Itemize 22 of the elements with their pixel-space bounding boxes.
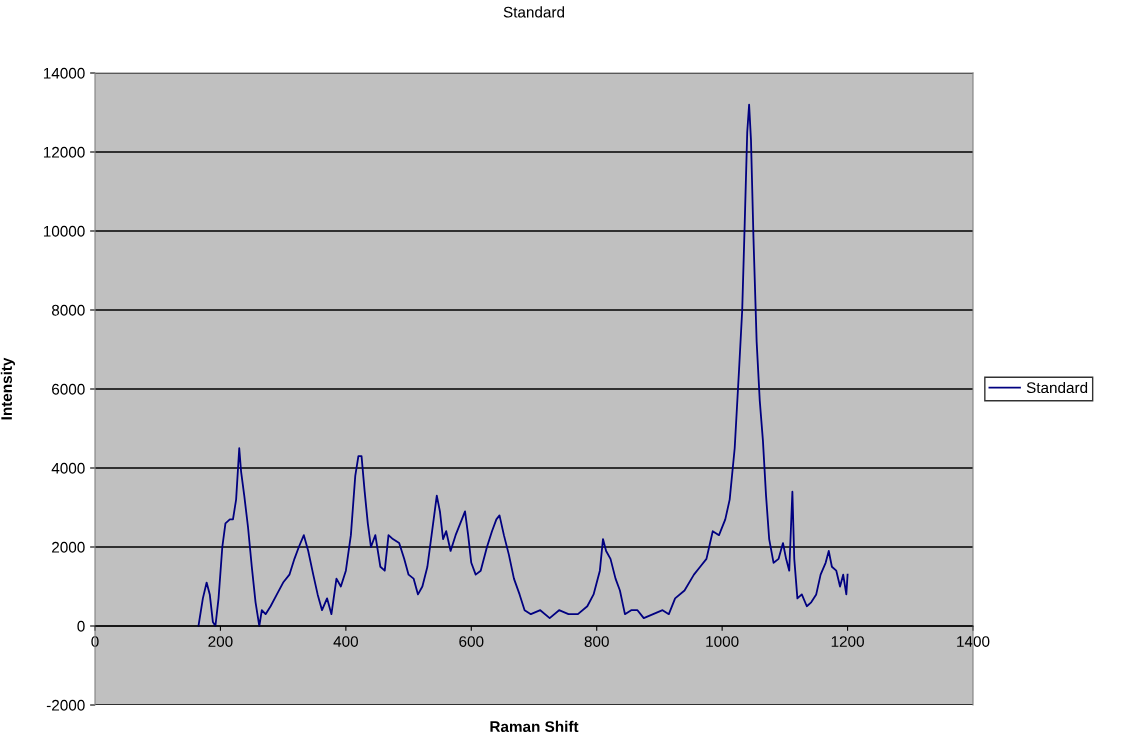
x-tick-label: 1000	[706, 636, 739, 647]
y-tick-label: 14000	[43, 67, 85, 79]
y-tick-label: -2000	[46, 699, 85, 711]
x-axis-title: Raman Shift	[490, 720, 579, 733]
y-axis-title: Intensity	[0, 357, 16, 420]
y-tick-label: 2000	[52, 541, 85, 553]
x-tick-label: 600	[459, 636, 484, 647]
y-tick-label: 0	[77, 620, 85, 632]
y-tick-label: 12000	[43, 146, 85, 158]
x-tick-label: 400	[333, 636, 359, 647]
x-tick-label: 0	[91, 636, 99, 647]
y-tick-label: 8000	[51, 304, 85, 316]
legend-label: Standard	[1026, 381, 1088, 394]
x-tick-label: 800	[584, 636, 609, 647]
y-tick-label: 10000	[43, 225, 85, 237]
y-tick-label: 4000	[51, 462, 85, 474]
line-series	[197, 103, 849, 627]
x-tick-label: 200	[208, 636, 233, 647]
y-tick-label: 6000	[52, 383, 85, 395]
x-tick-label: 1200	[831, 636, 864, 647]
chart-title: Standard	[503, 6, 565, 18]
x-tick-label: 1400	[957, 636, 990, 647]
